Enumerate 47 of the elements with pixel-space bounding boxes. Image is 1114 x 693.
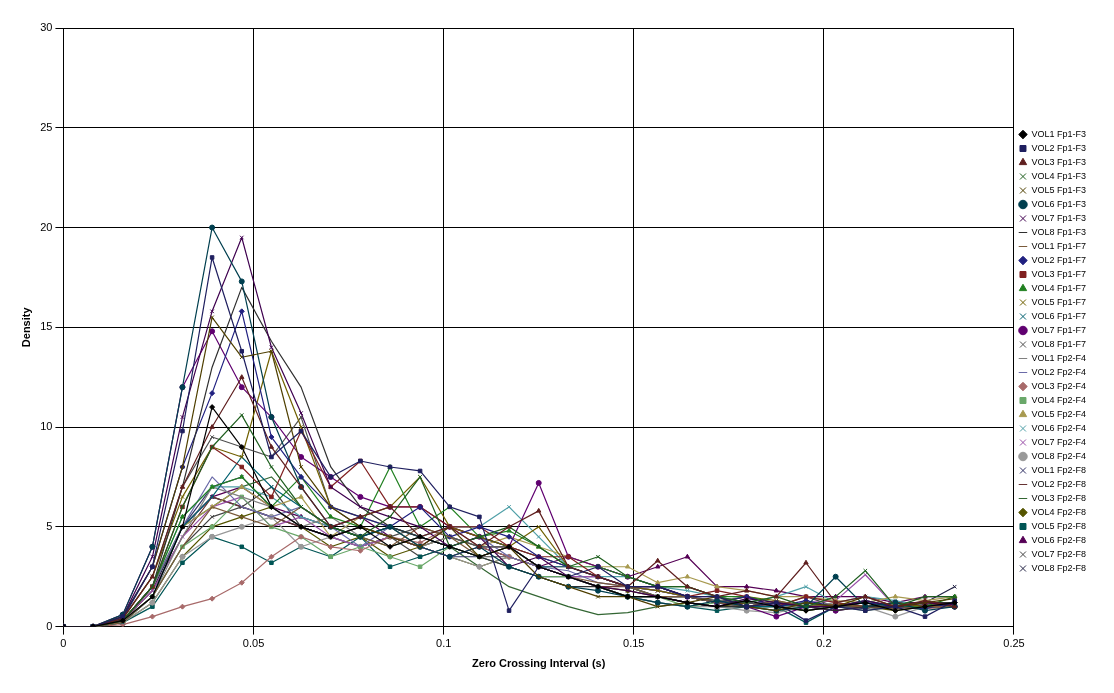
legend-label: VOL7 Fp1-F3 [1031,212,1087,223]
legend-label: VOL5 Fp2-F4 [1031,408,1087,419]
legend-label: VOL7 Fp2-F8 [1031,548,1087,559]
x-tick-label: 0.05 [242,637,265,650]
legend-label: VOL2 Fp1-F7 [1031,254,1087,265]
legend-label: VOL6 Fp2-F8 [1031,534,1087,545]
legend-label: VOL1 Fp1-F3 [1031,128,1087,139]
y-tick-label: 0 [46,619,53,632]
legend-label: VOL8 Fp1-F7 [1031,338,1087,349]
legend-label: VOL3 Fp1-F7 [1031,268,1087,279]
legend-label: VOL1 Fp1-F7 [1031,240,1087,251]
legend-label: VOL3 Fp2-F8 [1031,492,1087,503]
legend-label: VOL2 Fp2-F8 [1031,478,1087,489]
legend-label: VOL6 Fp2-F4 [1031,422,1087,433]
y-tick-label: 10 [40,420,53,433]
legend-label: VOL5 Fp2-F8 [1031,520,1087,531]
x-tick-label: 0.25 [1003,637,1025,650]
legend-label: VOL6 Fp1-F3 [1031,198,1087,209]
y-axis-title: Density [19,306,32,348]
x-tick-label: 0 [60,637,67,650]
legend-label: VOL3 Fp2-F4 [1031,380,1087,391]
legend-label: VOL7 Fp1-F7 [1031,324,1087,335]
y-tick-label: 20 [40,220,53,233]
legend-label: VOL4 Fp1-F3 [1031,170,1087,181]
legend-label: VOL7 Fp2-F4 [1031,436,1087,447]
y-tick-label: 30 [40,21,53,34]
legend-label: VOL4 Fp1-F7 [1031,282,1087,293]
legend-label: VOL8 Fp2-F8 [1031,562,1087,573]
x-axis-title: Zero Crossing Interval (s) [472,657,606,670]
legend-label: VOL8 Fp1-F3 [1031,226,1087,237]
x-tick-label: 0.1 [436,637,452,650]
x-tick-label: 0.2 [816,637,832,650]
legend-label: VOL5 Fp1-F7 [1031,296,1087,307]
y-tick-label: 25 [40,120,53,133]
legend-label: VOL6 Fp1-F7 [1031,310,1087,321]
x-tick-label: 0.15 [623,637,645,650]
legend-label: VOL4 Fp2-F4 [1031,394,1087,405]
legend-label: VOL4 Fp2-F8 [1031,506,1087,517]
y-tick-label: 15 [40,320,53,333]
legend-label: VOL2 Fp1-F3 [1031,142,1087,153]
legend-label: VOL8 Fp2-F4 [1031,450,1087,461]
legend-label: VOL1 Fp2-F4 [1031,352,1087,363]
legend-label: VOL2 Fp2-F4 [1031,366,1087,377]
legend-label: VOL3 Fp1-F3 [1031,156,1087,167]
legend-label: VOL1 Fp2-F8 [1031,464,1087,475]
y-tick-label: 5 [46,519,53,532]
legend-label: VOL5 Fp1-F3 [1031,184,1087,195]
